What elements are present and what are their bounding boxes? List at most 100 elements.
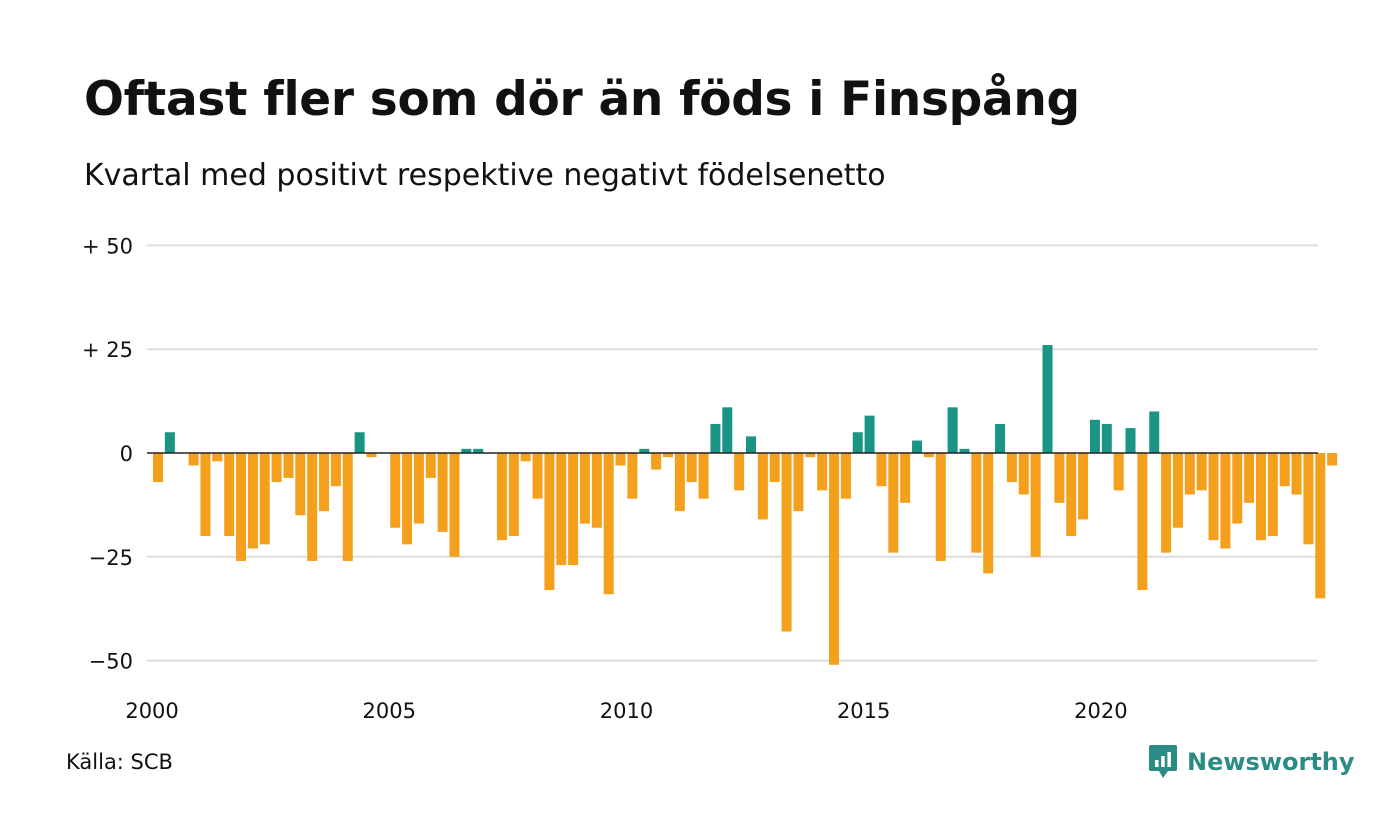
bar [236, 453, 247, 561]
newsworthy-chart-bubble-icon [1149, 745, 1177, 778]
bar [1208, 453, 1219, 541]
bar [449, 453, 460, 557]
bar [852, 432, 863, 453]
bar [1303, 453, 1314, 545]
bar [888, 453, 899, 553]
bar [627, 453, 638, 499]
bar [1220, 453, 1231, 549]
bar [366, 453, 377, 458]
bar [805, 453, 816, 458]
bar [1054, 453, 1065, 503]
bar [1089, 419, 1100, 453]
bar [1125, 428, 1136, 453]
bar [354, 432, 365, 453]
bar [1244, 453, 1255, 503]
bar [1101, 423, 1112, 453]
bar [437, 453, 448, 532]
axis-layer: + 50 + 25 0 −25 −50 2000 2005 2010 2015 2020 [82, 234, 1318, 723]
bar [1196, 453, 1207, 491]
bar [212, 453, 223, 462]
bar [935, 453, 946, 561]
bar [900, 453, 911, 503]
bar [390, 453, 401, 528]
bar [413, 453, 424, 524]
bar [840, 453, 851, 499]
bar [1279, 453, 1290, 487]
brand-name: Newsworthy [1187, 748, 1355, 776]
bar [923, 453, 934, 458]
bar [164, 432, 175, 453]
bar [947, 407, 958, 453]
bar [1006, 453, 1017, 483]
brand-logo[interactable]: Newsworthy [1148, 742, 1355, 782]
bar [259, 453, 270, 545]
bar [686, 453, 697, 483]
y-tick-label: −25 [89, 546, 133, 570]
bar [556, 453, 567, 566]
bar [1018, 453, 1029, 495]
bar [793, 453, 804, 512]
bar [1030, 453, 1041, 557]
bar [734, 453, 745, 491]
x-tick-label: 2010 [600, 699, 653, 723]
bar [283, 453, 294, 478]
bar [710, 423, 721, 453]
bar [1315, 453, 1326, 599]
bar [1149, 411, 1160, 453]
bar [876, 453, 887, 487]
bar [1267, 453, 1278, 537]
x-tick-label: 2015 [837, 699, 890, 723]
bar [983, 453, 994, 574]
bar [153, 453, 163, 483]
y-tick-label: + 25 [82, 338, 133, 362]
chart-subtitle: Kvartal med positivt respektive negativt… [84, 158, 886, 193]
x-tick-label: 2005 [363, 699, 416, 723]
bar [1066, 453, 1077, 537]
bar [496, 453, 507, 541]
bar [330, 453, 341, 487]
bar [651, 453, 662, 470]
bar [817, 453, 828, 491]
y-tick-label: 0 [120, 442, 133, 466]
bar [1327, 453, 1338, 466]
bar [781, 453, 792, 632]
bar [615, 453, 626, 466]
bar [722, 407, 733, 453]
bar [402, 453, 413, 545]
bar [295, 453, 306, 516]
bar [271, 453, 282, 483]
bar [473, 448, 484, 453]
bar [342, 453, 353, 561]
bar [1042, 345, 1053, 453]
bar [307, 453, 318, 561]
grid-layer [147, 244, 1318, 662]
y-tick-label: + 50 [82, 234, 133, 258]
bar [508, 453, 519, 537]
bar [520, 453, 531, 462]
bar [532, 453, 543, 499]
bar [971, 453, 982, 553]
bar [639, 448, 650, 453]
bar [1184, 453, 1195, 495]
bar [757, 453, 768, 520]
bar [461, 448, 472, 453]
x-tick-label: 2000 [125, 699, 178, 723]
source-note: Källa: SCB [66, 750, 173, 774]
bar [1232, 453, 1243, 524]
bar [603, 453, 614, 595]
bar [995, 423, 1006, 453]
bar-layer [153, 345, 1338, 665]
bar [1291, 453, 1302, 495]
bar [591, 453, 602, 528]
bar [544, 453, 555, 591]
bar [662, 453, 673, 458]
bar [698, 453, 709, 499]
bar [1137, 453, 1148, 591]
chart-title: Oftast fler som dör än föds i Finspång [84, 72, 1080, 127]
bar [224, 453, 235, 537]
bar [1113, 453, 1124, 491]
bar [769, 453, 780, 483]
y-tick-label: −50 [89, 650, 133, 674]
